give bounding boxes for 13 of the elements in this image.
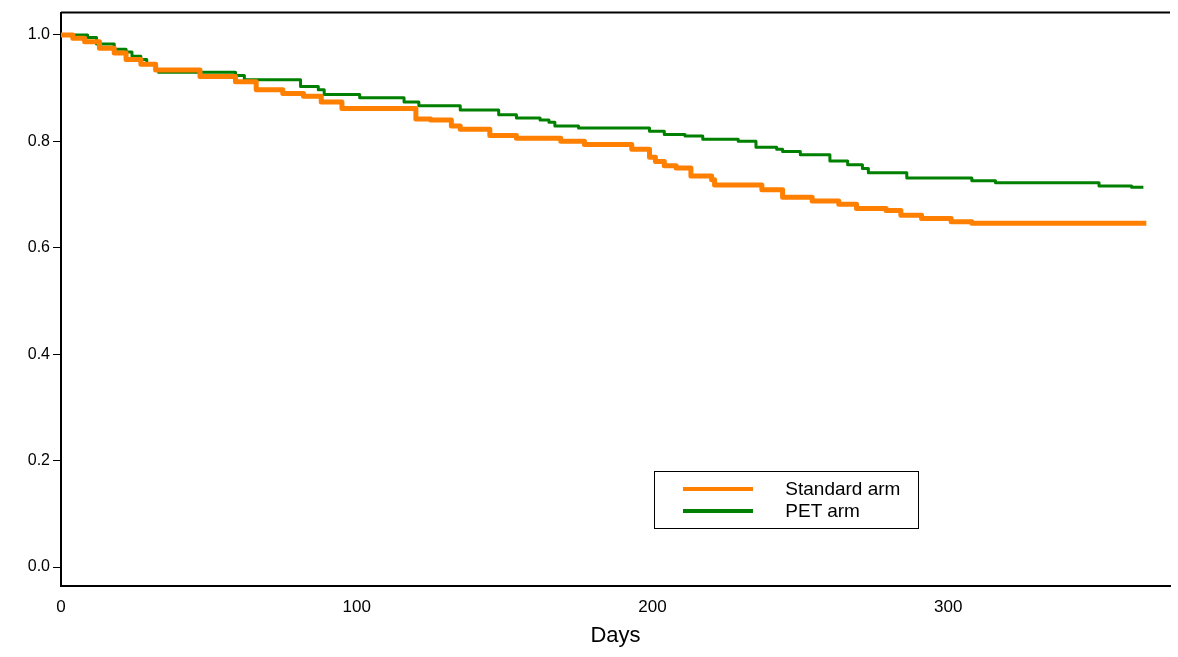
x-tick-label: 300 xyxy=(934,597,963,617)
x-tick-label: 200 xyxy=(638,597,667,617)
y-tick-label: 0.4 xyxy=(27,344,51,362)
y-tick-label: 0.2 xyxy=(27,451,51,469)
x-axis-title: Days xyxy=(590,621,641,647)
y-tick-label: 0.8 xyxy=(27,131,51,149)
y-tick-label: 0.0 xyxy=(27,557,51,575)
y-tick-label: 0.6 xyxy=(27,238,51,256)
legend-label: Standard arm xyxy=(785,477,901,500)
x-tick-label: 0 xyxy=(56,597,66,617)
y-tick-label: 1.0 xyxy=(27,25,51,43)
legend-label: PET arm xyxy=(785,499,860,522)
x-tick-label: 100 xyxy=(342,597,371,617)
